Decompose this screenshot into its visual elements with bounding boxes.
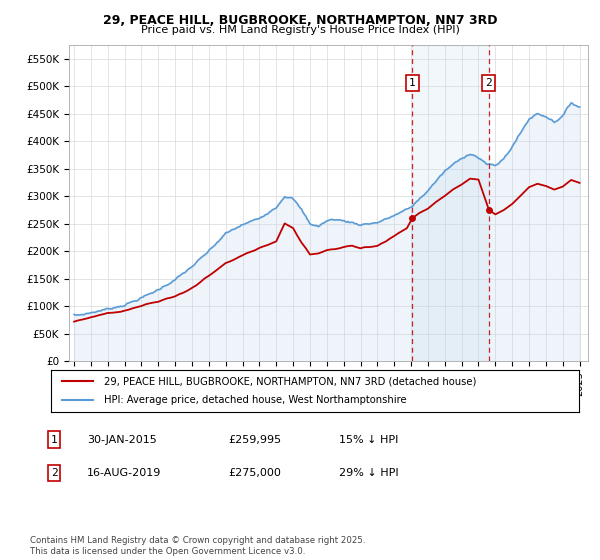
Text: 29, PEACE HILL, BUGBROOKE, NORTHAMPTON, NN7 3RD: 29, PEACE HILL, BUGBROOKE, NORTHAMPTON, … (103, 14, 497, 27)
Text: £259,995: £259,995 (228, 435, 281, 445)
Text: 29% ↓ HPI: 29% ↓ HPI (339, 468, 398, 478)
Text: Price paid vs. HM Land Registry's House Price Index (HPI): Price paid vs. HM Land Registry's House … (140, 25, 460, 35)
Text: 29, PEACE HILL, BUGBROOKE, NORTHAMPTON, NN7 3RD (detached house): 29, PEACE HILL, BUGBROOKE, NORTHAMPTON, … (104, 376, 476, 386)
Text: Contains HM Land Registry data © Crown copyright and database right 2025.
This d: Contains HM Land Registry data © Crown c… (30, 536, 365, 556)
Text: 30-JAN-2015: 30-JAN-2015 (87, 435, 157, 445)
Text: 15% ↓ HPI: 15% ↓ HPI (339, 435, 398, 445)
Bar (412, 45, 489, 361)
Text: £275,000: £275,000 (228, 468, 281, 478)
Text: 2: 2 (485, 78, 492, 88)
Text: 2: 2 (50, 468, 58, 478)
Text: 16-AUG-2019: 16-AUG-2019 (87, 468, 161, 478)
Text: 1: 1 (409, 78, 416, 88)
Text: HPI: Average price, detached house, West Northamptonshire: HPI: Average price, detached house, West… (104, 395, 406, 405)
Text: 1: 1 (50, 435, 58, 445)
